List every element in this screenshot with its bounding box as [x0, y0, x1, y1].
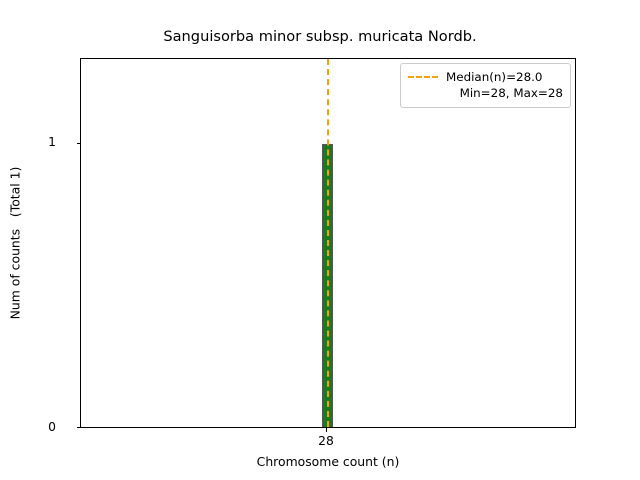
ytick-label-0: 0	[48, 420, 56, 434]
median-line	[327, 59, 329, 427]
legend-box: Median(n)=28.0 Min=28, Max=28	[400, 63, 571, 108]
ytick-mark-1	[76, 142, 80, 144]
xtick-label-28: 28	[318, 434, 334, 448]
legend-entry-minmax: Min=28, Max=28	[408, 85, 563, 101]
y-axis-label-container: Num of counts (Total 1)	[0, 58, 30, 428]
chart-title: Sanguisorba minor subsp. muricata Nordb.	[163, 28, 477, 45]
legend-label-minmax: Min=28, Max=28	[459, 86, 563, 100]
ytick-mark-0	[76, 427, 80, 429]
ytick-label-1: 1	[48, 135, 56, 149]
x-axis-label: Chromosome count (n)	[256, 454, 400, 469]
dashed-line-icon	[408, 76, 438, 78]
legend-entry-median: Median(n)=28.0	[408, 69, 563, 85]
legend-label-median: Median(n)=28.0	[446, 70, 543, 84]
xtick-mark-28	[326, 428, 327, 432]
y-axis-label: Num of counts (Total 1)	[7, 166, 23, 320]
plot-axes-area	[80, 58, 576, 428]
bar-series	[81, 59, 575, 427]
